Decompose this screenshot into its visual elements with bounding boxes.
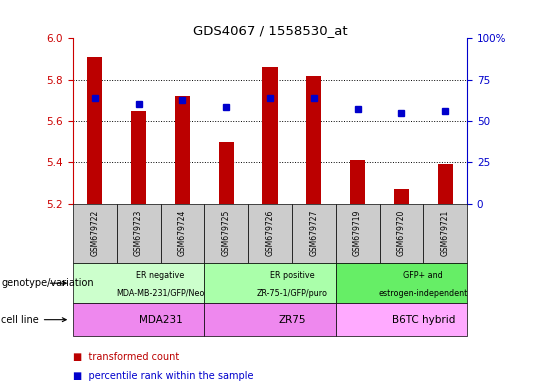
Text: GSM679726: GSM679726: [266, 210, 274, 256]
Text: MDA-MB-231/GFP/Neo: MDA-MB-231/GFP/Neo: [116, 289, 205, 298]
Text: ■  percentile rank within the sample: ■ percentile rank within the sample: [73, 371, 253, 381]
Bar: [219, 142, 234, 204]
Bar: [73, 263, 204, 303]
Text: ER negative: ER negative: [137, 271, 185, 280]
Bar: [336, 303, 467, 336]
Text: GSM679721: GSM679721: [441, 210, 450, 256]
Bar: [131, 111, 146, 204]
Bar: [336, 263, 467, 303]
Text: GSM679723: GSM679723: [134, 210, 143, 256]
Bar: [204, 263, 336, 303]
Bar: [73, 303, 204, 336]
Bar: [73, 204, 117, 263]
Bar: [175, 96, 190, 204]
Bar: [380, 204, 423, 263]
Text: B6TC hybrid: B6TC hybrid: [392, 314, 455, 325]
Bar: [437, 164, 453, 204]
Text: GSM679722: GSM679722: [90, 210, 99, 256]
Bar: [336, 204, 380, 263]
Bar: [306, 76, 321, 204]
Bar: [423, 204, 467, 263]
Text: GFP+ and: GFP+ and: [403, 271, 443, 280]
Bar: [117, 204, 160, 263]
Bar: [204, 204, 248, 263]
Bar: [292, 204, 336, 263]
Bar: [248, 204, 292, 263]
Text: GSM679724: GSM679724: [178, 210, 187, 256]
Text: GSM679725: GSM679725: [222, 210, 231, 256]
Text: ZR-75-1/GFP/puro: ZR-75-1/GFP/puro: [256, 289, 327, 298]
Text: GSM679727: GSM679727: [309, 210, 318, 256]
Bar: [394, 189, 409, 204]
Bar: [160, 204, 204, 263]
Title: GDS4067 / 1558530_at: GDS4067 / 1558530_at: [193, 24, 347, 37]
Text: ER positive: ER positive: [269, 271, 314, 280]
Text: cell line: cell line: [1, 314, 66, 325]
Bar: [262, 67, 278, 204]
Bar: [350, 160, 365, 204]
Text: GSM679719: GSM679719: [353, 210, 362, 256]
Text: ZR75: ZR75: [278, 314, 306, 325]
Text: genotype/variation: genotype/variation: [1, 278, 94, 288]
Text: MDA231: MDA231: [139, 314, 183, 325]
Text: ■  transformed count: ■ transformed count: [73, 352, 179, 362]
Bar: [87, 57, 103, 204]
Bar: [204, 303, 336, 336]
Text: estrogen-independent: estrogen-independent: [379, 289, 468, 298]
Text: GSM679720: GSM679720: [397, 210, 406, 256]
